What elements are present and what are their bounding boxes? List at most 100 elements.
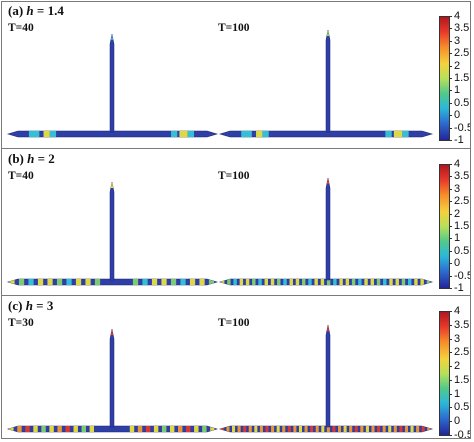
slab-band [271, 426, 275, 432]
slab-band [402, 131, 409, 137]
colorbar-tick-label: 1 [454, 232, 461, 245]
slab-band [360, 426, 364, 432]
slab-band [151, 279, 158, 285]
slab-band [370, 279, 375, 285]
slab-band [399, 426, 403, 432]
slab-band [28, 131, 40, 137]
colorbar-tickmark [449, 127, 452, 129]
slab-band [389, 279, 393, 285]
colorbar-tickmark [449, 250, 452, 252]
stem [325, 29, 331, 133]
colorbar-tick-label: 4 [454, 158, 461, 170]
slab-band [407, 279, 412, 285]
colorbar-tickmark [449, 115, 452, 117]
stem [325, 177, 331, 281]
colorbar-tick-label: 3.5 [454, 22, 470, 35]
stem-tip [110, 329, 114, 335]
colorbar-tick-label: 3 [454, 34, 461, 47]
slab-band [43, 131, 50, 137]
slab-band [73, 426, 78, 432]
slab [218, 130, 434, 138]
colorbar-tick-label: 2.5 [454, 346, 470, 359]
colorbar-tickmark [449, 421, 452, 423]
colorbar-tickmark [449, 16, 452, 17]
colorbar-tick-label: -0.5 [454, 269, 470, 282]
structure-plot [6, 29, 434, 138]
slab-band [332, 426, 336, 432]
slab-band [89, 426, 95, 432]
slab-band [270, 279, 275, 285]
slab-band [259, 426, 263, 432]
slab-band [310, 426, 314, 432]
slab-band [385, 131, 392, 137]
colorbar-tick-label: -1 [454, 282, 464, 294]
panel-label: (a) h = 1.4 [8, 3, 64, 18]
colorbar-tick-label: 2 [454, 360, 461, 373]
slab [6, 130, 219, 138]
slab-band [426, 279, 431, 285]
colorbar-tickmark [449, 366, 452, 368]
slab-band [75, 279, 82, 285]
slab-band [377, 426, 381, 432]
slab-band [85, 279, 91, 285]
colorbar-tick-label: 0 [454, 415, 461, 428]
slab-band [9, 426, 14, 432]
slab-band [49, 131, 57, 137]
slab-band [314, 279, 318, 285]
slab-band [187, 131, 195, 137]
slab-band [189, 279, 196, 285]
slab-band [178, 426, 183, 432]
slab-band [137, 426, 143, 432]
colorbar [439, 311, 450, 436]
panel-c: (c) h = 3 T=30 T=100 4 3.5 3 2.5 2 1.5 1 0.5 0 -0… [2, 297, 470, 442]
colorbar-tick-label: -0.5 [454, 121, 470, 134]
slab-band [180, 279, 186, 285]
slab-band [265, 426, 269, 432]
panel-divider [2, 295, 470, 296]
slab-band [304, 426, 308, 432]
stem-tip [326, 30, 330, 36]
slab-band [262, 131, 269, 137]
slab-band [401, 279, 406, 285]
colorbar-tickmark [449, 324, 452, 326]
right-time-label: T=100 [218, 170, 250, 182]
slab-band [293, 426, 297, 432]
slab-band [351, 279, 356, 285]
slab-band [231, 426, 236, 432]
stem [325, 324, 331, 428]
slab-band [47, 279, 53, 285]
stem-tip [110, 182, 114, 188]
slab-band [170, 279, 177, 285]
stem [109, 181, 115, 281]
slab-band [320, 279, 325, 285]
colorbar-tick-label: 0 [454, 109, 461, 122]
colorbar-tick-label: 1.5 [454, 373, 470, 386]
colorbar-tick-label: 2.5 [454, 47, 470, 60]
colorbar-tick-label: 3 [454, 332, 461, 345]
slab-band [298, 426, 303, 432]
slab-band [333, 279, 337, 285]
stem-tip [326, 178, 330, 184]
slab-band [65, 426, 70, 432]
slab-band [202, 426, 207, 432]
slab-band [354, 426, 358, 432]
colorbar-tick-label: 0.5 [454, 244, 470, 257]
colorbar-tick-label: 0.5 [454, 96, 470, 109]
slab-band [420, 279, 424, 285]
slab-band [414, 279, 418, 285]
slab-band [9, 279, 15, 285]
colorbar-tickmark [449, 393, 452, 395]
slab-band [81, 426, 86, 432]
colorbar-tickmark [449, 65, 452, 67]
colorbar-tickmark [449, 140, 452, 141]
slab-band [388, 426, 392, 432]
panel-label: (b) h = 2 [8, 151, 55, 166]
slab-band [326, 279, 331, 285]
slab-band [142, 279, 148, 285]
slab-band [169, 426, 175, 432]
slab-band [241, 131, 252, 137]
colorbar-tickmark [449, 28, 452, 30]
colorbar-tick-label: -0.5 [454, 429, 470, 441]
slab-band [383, 279, 387, 285]
colorbar-tickmark [449, 311, 452, 312]
